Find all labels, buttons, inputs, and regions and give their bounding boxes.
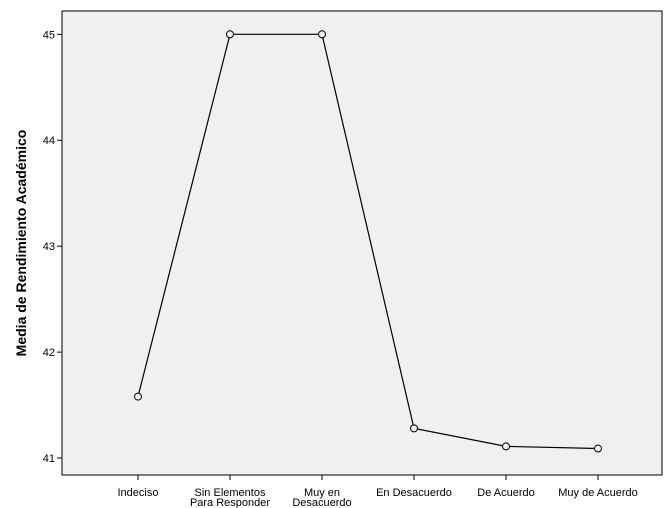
x-tick-label-line: Sin Elementos: [195, 487, 266, 499]
x-tick-label-4: De Acuerdo: [477, 487, 534, 499]
x-tick-label-line: Para Responder: [190, 497, 270, 508]
series-line-0: [137, 33, 599, 450]
data-point-3: [410, 424, 418, 433]
x-tick-label-line: Muy en: [304, 487, 340, 499]
data-point-5: [594, 444, 602, 453]
x-axis: Indeciso Sin Elementos Para Responder Muy e…: [118, 475, 638, 508]
x-tick-label-2: Muy en Desacuerdo: [292, 487, 351, 508]
x-tick-label-1: Sin Elementos Para Responder: [190, 487, 270, 508]
x-tick-label-line: Desacuerdo: [292, 497, 351, 508]
x-tick-label-3: En Desacuerdo: [376, 487, 452, 499]
x-tick-label-line: En Desacuerdo: [376, 487, 452, 499]
data-point-2: [318, 30, 326, 39]
y-axis: 41 42 43 44 45: [43, 29, 62, 465]
y-tick-label-0: 41: [43, 453, 55, 465]
x-tick-label-line: Indeciso: [118, 487, 159, 499]
y-tick-label-4: 45: [43, 29, 55, 41]
data-point-0: [134, 392, 142, 401]
y-tick-label-1: 42: [43, 347, 55, 359]
data-point-1: [226, 30, 234, 39]
x-tick-label-0: Indeciso: [118, 487, 159, 499]
data-point-4: [502, 442, 510, 451]
y-axis-title: Media de Rendimiento Académico: [13, 130, 29, 357]
x-tick-label-line: De Acuerdo: [477, 487, 534, 499]
series-group: [134, 30, 602, 453]
x-tick-label-5: Muy de Acuerdo: [558, 487, 638, 499]
plot-area: [61, 10, 663, 476]
x-tick-label-line: Muy de Acuerdo: [558, 487, 638, 499]
y-tick-label-2: 43: [43, 241, 55, 253]
y-tick-label-3: 44: [43, 135, 55, 147]
